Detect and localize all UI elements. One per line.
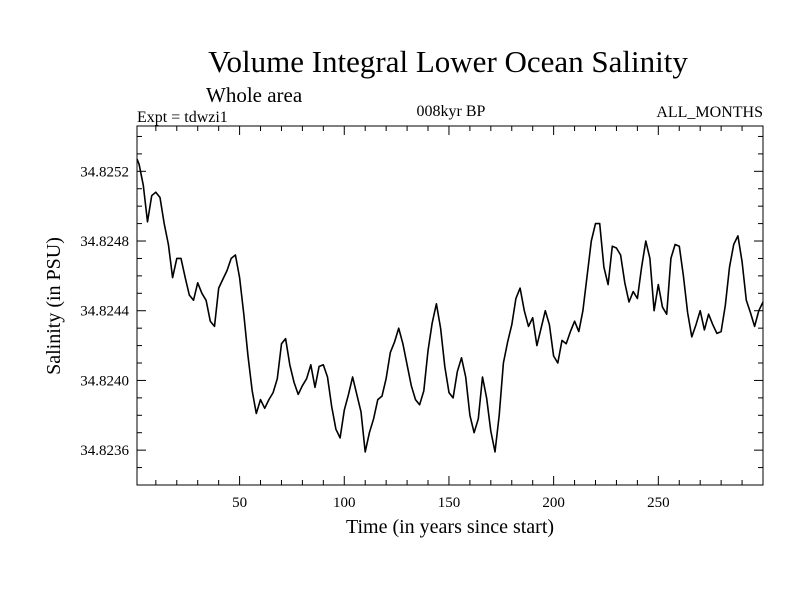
y-axis: 34.8236 34.8240 34.8244 34.8248 34.8252 — [80, 135, 763, 486]
months-label: ALL_MONTHS — [656, 104, 763, 121]
chart-title: Volume Integral Lower Ocean Salinity — [208, 44, 688, 79]
chart-subtitle: Whole area — [206, 83, 303, 107]
x-tick-label: 50 — [232, 495, 247, 511]
period-label: 008kyr BP — [417, 103, 486, 120]
y-tick-label: 34.8236 — [80, 443, 129, 459]
y-axis-label: Salinity (in PSU) — [43, 237, 65, 375]
y-tick-label: 34.8244 — [80, 304, 129, 320]
plot-frame — [136, 125, 764, 486]
y-tick-label: 34.8248 — [80, 234, 129, 250]
x-tick-label: 150 — [438, 495, 461, 511]
y-tick-label: 34.8240 — [80, 373, 129, 389]
salinity-series-line — [136, 158, 764, 453]
x-tick-label: 250 — [647, 495, 670, 511]
x-tick-label: 100 — [333, 495, 356, 511]
x-axis-label: Time (in years since start) — [346, 516, 554, 538]
x-axis: 50 100 150 200 250 — [155, 126, 764, 511]
x-tick-label: 200 — [542, 495, 565, 511]
expt-label: Expt = tdwzi1 — [137, 109, 228, 126]
y-tick-label: 34.8252 — [80, 164, 129, 180]
